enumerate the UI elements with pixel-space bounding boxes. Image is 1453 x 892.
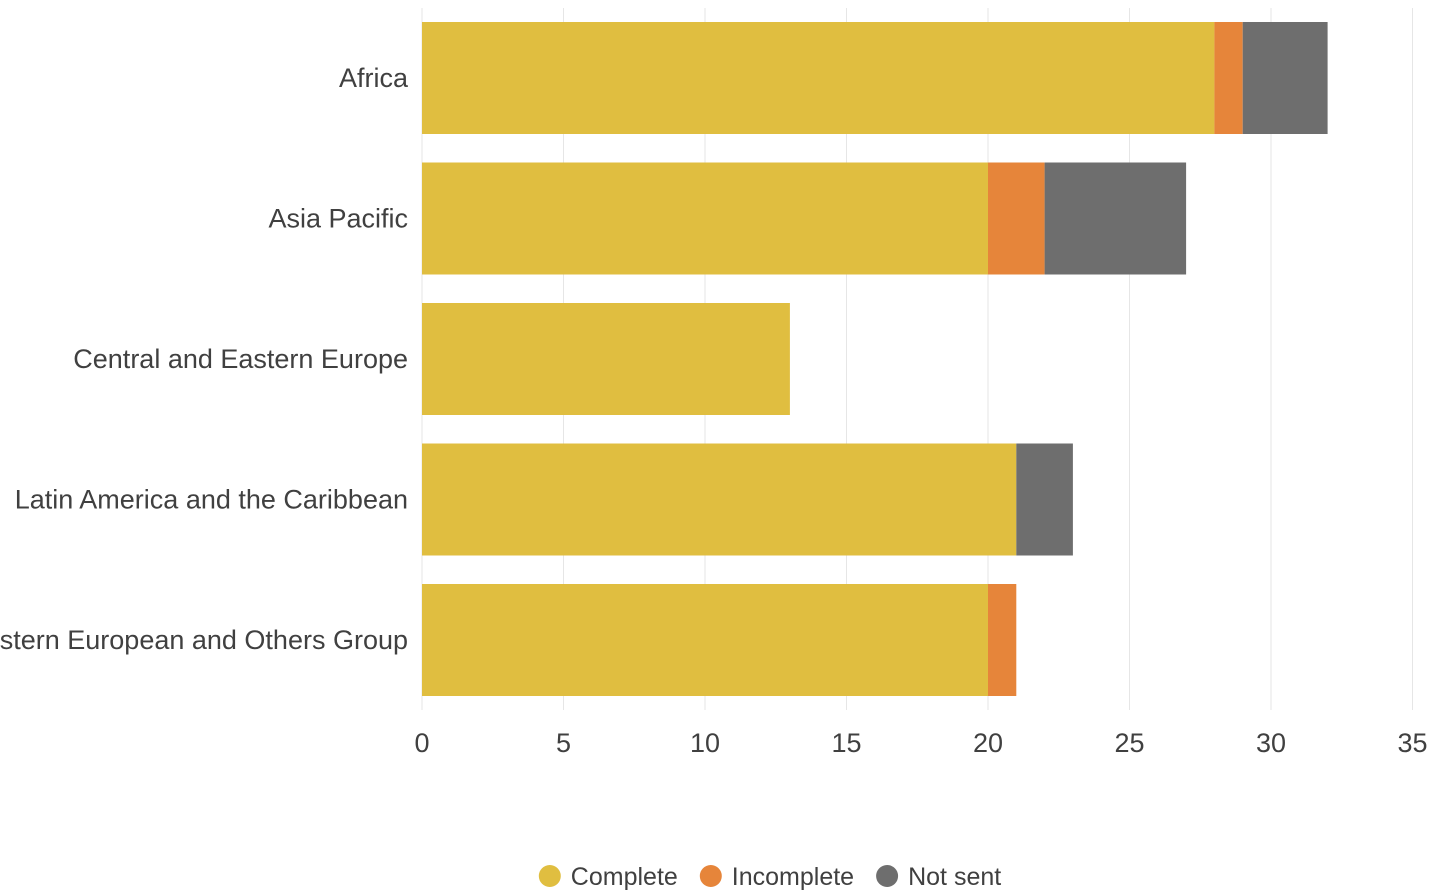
x-tick-label: 35 bbox=[1397, 728, 1427, 758]
legend: Complete Incomplete Not sent bbox=[538, 863, 1001, 891]
legend-marker bbox=[876, 865, 899, 887]
category-label: Asia Pacific bbox=[268, 204, 408, 234]
bar-complete-4 bbox=[422, 584, 988, 696]
x-tick-label: 20 bbox=[973, 728, 1003, 758]
x-tick-label: 15 bbox=[831, 728, 861, 758]
bar-incomplete-1 bbox=[988, 162, 1045, 275]
category-label: Latin America and the Caribbean bbox=[15, 485, 408, 515]
bar-incomplete-0 bbox=[1214, 22, 1243, 134]
x-tick-label: 25 bbox=[1114, 728, 1144, 758]
x-tick-label: 10 bbox=[690, 728, 720, 758]
bar-complete-3 bbox=[422, 443, 1017, 556]
legend-marker bbox=[699, 865, 722, 887]
x-tick-label: 0 bbox=[414, 728, 429, 758]
category-label-layer: Africa Asia Pacific Central and Eastern Eu… bbox=[0, 63, 409, 655]
bar-layer bbox=[422, 22, 1328, 696]
category-label: Africa bbox=[339, 63, 409, 93]
legend-label: Complete bbox=[571, 863, 678, 891]
bar-not-sent-1 bbox=[1044, 162, 1187, 275]
legend-item-complete[interactable]: Complete bbox=[538, 863, 678, 891]
category-label: Central and Eastern Europe bbox=[73, 344, 408, 374]
bar-complete-2 bbox=[422, 303, 790, 415]
bar-complete-0 bbox=[422, 22, 1215, 134]
bar-not-sent-3 bbox=[1016, 443, 1073, 556]
x-axis-tick-layer: 0 5 10 15 20 25 30 35 bbox=[414, 728, 1427, 758]
bar-not-sent-0 bbox=[1242, 22, 1328, 134]
legend-label: Incomplete bbox=[732, 863, 854, 891]
x-tick-label: 5 bbox=[556, 728, 571, 758]
legend-marker bbox=[538, 865, 561, 887]
legend-item-not-sent[interactable]: Not sent bbox=[876, 863, 1001, 891]
legend-label: Not sent bbox=[908, 863, 1001, 891]
category-label: Western European and Others Group bbox=[0, 625, 408, 655]
bar-complete-1 bbox=[422, 162, 988, 275]
legend-item-incomplete[interactable]: Incomplete bbox=[699, 863, 854, 891]
x-tick-label: 30 bbox=[1256, 728, 1286, 758]
bar-incomplete-4 bbox=[988, 584, 1017, 696]
